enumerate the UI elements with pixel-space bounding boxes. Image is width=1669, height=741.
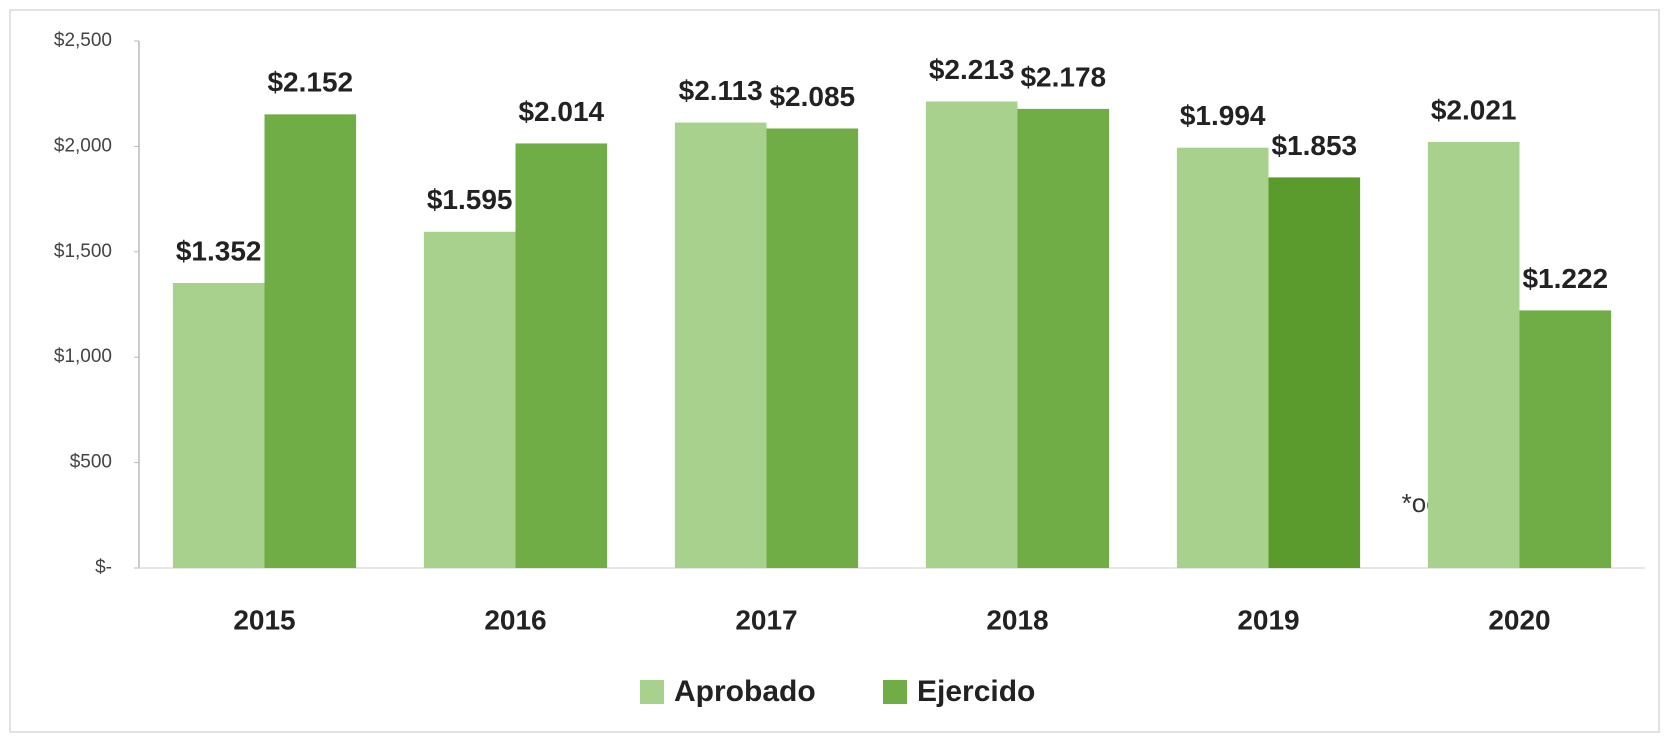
data-label: $1.352 xyxy=(176,235,262,266)
bar xyxy=(1427,141,1520,568)
data-label: $2.178 xyxy=(1020,61,1106,92)
bar xyxy=(925,101,1018,568)
legend-label: Aprobado xyxy=(674,675,816,708)
data-label: $2.014 xyxy=(518,96,604,127)
bar xyxy=(1268,177,1361,568)
x-tick-label: 2015 xyxy=(233,604,295,635)
x-tick-label: 2020 xyxy=(1488,604,1550,635)
legend-swatch xyxy=(883,680,907,704)
y-tick-label: $1,000 xyxy=(54,346,112,367)
data-label: $2.113 xyxy=(679,75,763,106)
bar xyxy=(1519,310,1612,568)
y-tick-label: $1,500 xyxy=(54,241,112,262)
data-label: $1.994 xyxy=(1180,100,1266,131)
bar xyxy=(264,114,357,568)
data-label: $1.853 xyxy=(1271,130,1357,161)
data-label: $2.021 xyxy=(1431,94,1517,125)
bar xyxy=(423,231,516,569)
bar xyxy=(1176,147,1269,568)
x-tick-label: 2018 xyxy=(986,604,1048,635)
bar xyxy=(1017,108,1110,569)
y-tick-label: $- xyxy=(95,557,112,578)
data-label: $2.152 xyxy=(267,67,353,98)
y-tick-label: $2,000 xyxy=(54,135,112,156)
data-label: $1.595 xyxy=(427,184,513,215)
bar xyxy=(172,282,265,568)
x-tick-label: 2016 xyxy=(484,604,546,635)
y-tick-label: $2,500 xyxy=(54,30,112,51)
data-label: $1.222 xyxy=(1522,263,1608,294)
bar xyxy=(515,143,608,569)
bar xyxy=(766,128,859,568)
legend-label: Ejercido xyxy=(917,675,1035,708)
x-tick-label: 2017 xyxy=(735,604,797,635)
y-tick-label: $500 xyxy=(70,452,112,473)
data-label: $2.085 xyxy=(769,81,855,112)
legend-swatch xyxy=(640,680,664,704)
bar xyxy=(674,122,767,569)
x-tick-label: 2019 xyxy=(1237,604,1299,635)
data-label: $2.213 xyxy=(929,54,1015,85)
